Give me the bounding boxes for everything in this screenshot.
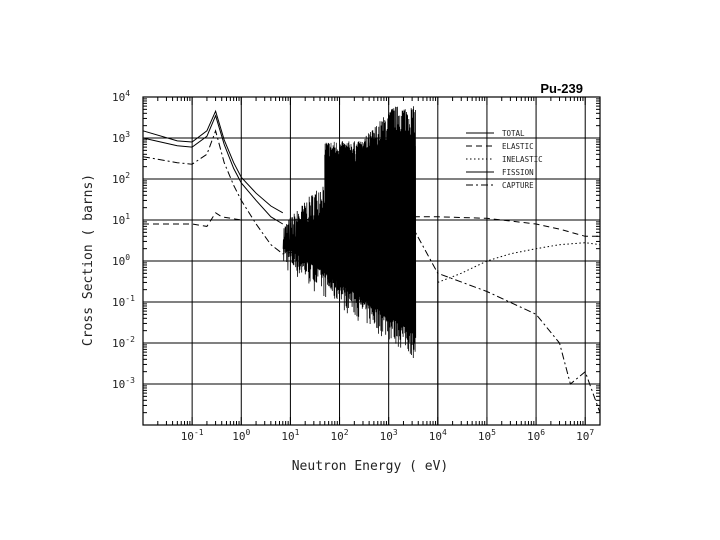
legend-label: FISSION	[502, 168, 534, 177]
x-tick-label: 100	[232, 428, 250, 443]
series-line-total	[142, 109, 284, 214]
x-tick-label: 105	[478, 428, 496, 443]
y-tick-label: 101	[112, 212, 130, 227]
x-tick-label: 103	[380, 428, 398, 443]
series-line-fission	[142, 114, 284, 225]
y-tick-label: 102	[112, 171, 130, 186]
y-tick-label: 104	[112, 89, 130, 104]
minor-ticks	[142, 97, 601, 426]
y-tick-label: 10-1	[112, 294, 135, 309]
y-tick-label: 103	[112, 130, 130, 145]
x-tick-label: 101	[281, 428, 299, 443]
legend-label: TOTAL	[502, 129, 525, 138]
legend-label: CAPTURE	[502, 181, 534, 190]
y-tick-labels: 104 103 102 101 100 10-1 10-2 10-3	[112, 89, 135, 391]
legend-label: INELASTIC	[502, 155, 543, 164]
chart-title: Pu-239	[540, 81, 583, 96]
x-tick-label: 104	[429, 428, 447, 443]
x-tick-label: 107	[576, 428, 594, 443]
resonance-core	[324, 141, 416, 333]
resonance-region	[282, 106, 439, 425]
x-tick-labels: 10-1 100 101 102 103 104 105 106 107	[181, 428, 595, 443]
x-tick-label: 10-1	[181, 428, 204, 443]
series-line-elastic	[143, 212, 600, 237]
y-tick-label: 10-3	[112, 376, 135, 391]
x-axis-label: Neutron Energy ( eV)	[292, 459, 449, 474]
x-tick-label: 102	[330, 428, 348, 443]
y-axis-label: Cross Section ( barns)	[81, 174, 96, 346]
series-curves	[142, 109, 601, 413]
x-tick-label: 106	[527, 428, 545, 443]
legend: TOTAL ELASTIC INELASTIC FISSION CAPTURE	[466, 129, 543, 190]
legend-label: ELASTIC	[502, 142, 534, 151]
series-line-capture	[142, 129, 601, 413]
y-tick-label: 10-2	[112, 335, 135, 350]
y-tick-label: 100	[112, 253, 130, 268]
